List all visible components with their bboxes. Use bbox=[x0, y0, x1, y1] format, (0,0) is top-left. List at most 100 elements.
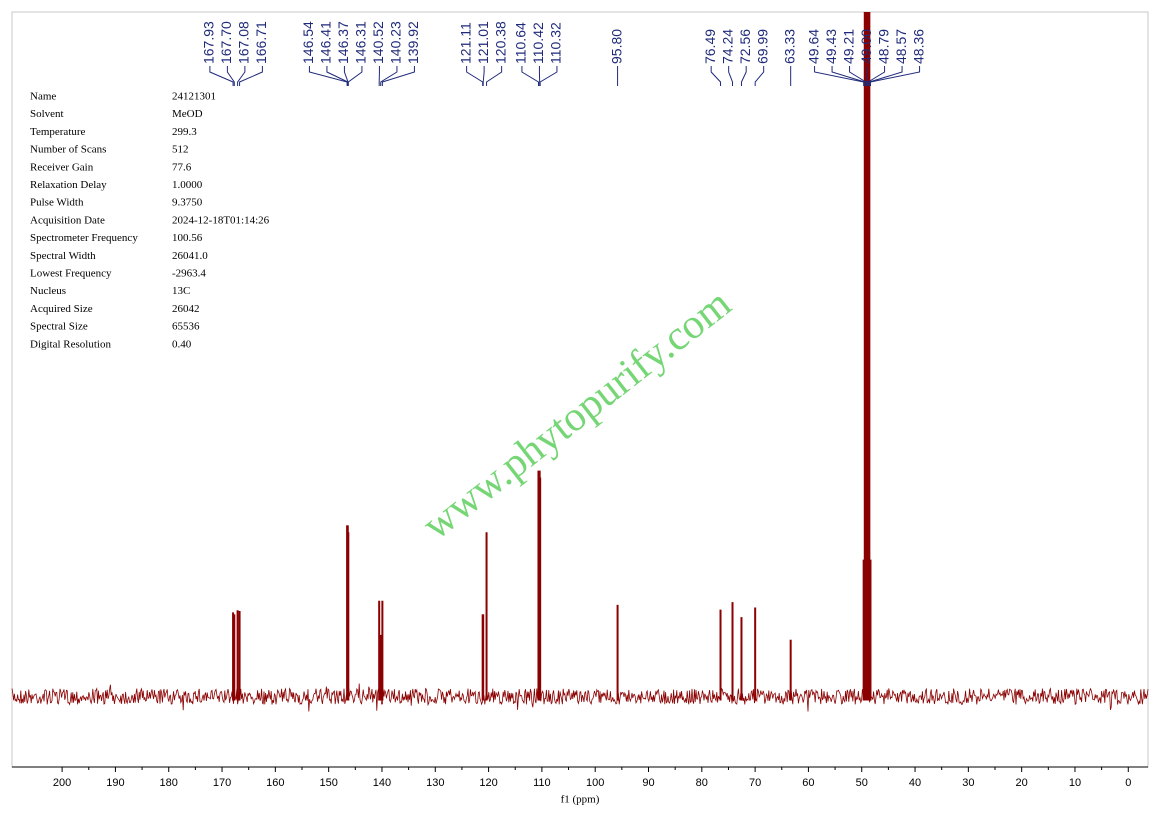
x-tick-label: 10 bbox=[1069, 777, 1081, 789]
parameter-name: Receiver Gain bbox=[30, 161, 94, 173]
label-leader bbox=[381, 66, 415, 86]
peak-label: 110.42 bbox=[530, 22, 546, 64]
peak-label: 95.80 bbox=[608, 29, 624, 64]
x-tick-label: 160 bbox=[266, 777, 284, 789]
parameter-value: 2024-12-18T01:14:26 bbox=[172, 214, 270, 226]
label-leader bbox=[486, 66, 503, 86]
x-tick-label: 50 bbox=[856, 777, 868, 789]
label-leader bbox=[728, 66, 734, 86]
x-tick-label: 140 bbox=[373, 777, 391, 789]
x-tick-label: 130 bbox=[426, 777, 444, 789]
x-tick-label: 0 bbox=[1125, 777, 1131, 789]
peak-label: 167.08 bbox=[236, 21, 252, 64]
x-tick-label: 40 bbox=[909, 777, 921, 789]
peak-label: 69.99 bbox=[754, 29, 770, 64]
parameter-value: 100.56 bbox=[172, 232, 203, 244]
peak-label: 72.56 bbox=[737, 29, 753, 64]
parameter-name: Acquisition Date bbox=[30, 214, 105, 226]
peak-label: 121.01 bbox=[475, 21, 491, 64]
label-leader bbox=[237, 66, 246, 86]
label-leader bbox=[849, 66, 867, 86]
label-leader bbox=[814, 66, 865, 86]
peak-label: 139.92 bbox=[405, 21, 421, 64]
label-leader bbox=[466, 66, 484, 86]
parameter-value: 1.0000 bbox=[172, 179, 203, 191]
x-tick-label: 120 bbox=[479, 777, 497, 789]
x-tick-label: 200 bbox=[53, 777, 71, 789]
parameter-name: Spectral Width bbox=[30, 250, 96, 262]
peak-label: 146.41 bbox=[318, 21, 334, 64]
label-leader bbox=[539, 66, 558, 86]
parameter-value: 512 bbox=[172, 144, 189, 156]
x-tick-label: 170 bbox=[213, 777, 231, 789]
label-leader bbox=[754, 66, 765, 86]
parameter-value: 0.40 bbox=[172, 338, 192, 350]
peak-label: 140.23 bbox=[388, 21, 404, 64]
label-leader bbox=[521, 66, 539, 86]
parameter-value: -2963.4 bbox=[172, 268, 206, 280]
peak-label: 121.11 bbox=[457, 22, 473, 64]
x-tick-label: 30 bbox=[962, 777, 974, 789]
label-leader bbox=[226, 66, 235, 86]
x-tick-label: 20 bbox=[1016, 777, 1028, 789]
peak-label: 76.49 bbox=[702, 29, 718, 64]
parameter-name: Digital Resolution bbox=[30, 338, 111, 350]
parameter-value: 299.3 bbox=[172, 126, 197, 138]
parameter-value: 26041.0 bbox=[172, 250, 208, 262]
parameter-name: Relaxation Delay bbox=[30, 179, 107, 191]
peak-label: 48.79 bbox=[875, 29, 891, 64]
parameter-value: 26042 bbox=[172, 303, 200, 315]
x-tick-label: 190 bbox=[106, 777, 124, 789]
peak-label: 63.33 bbox=[781, 29, 797, 64]
label-leader bbox=[239, 66, 263, 86]
x-tick-label: 80 bbox=[696, 777, 708, 789]
peak-label: 166.71 bbox=[253, 21, 269, 64]
parameter-name: Temperature bbox=[30, 126, 86, 138]
watermark: www.phytopurify.com bbox=[414, 280, 740, 549]
x-axis-label: f1 (ppm) bbox=[561, 794, 600, 806]
peak-label: 49.64 bbox=[805, 29, 821, 64]
parameter-value: MeOD bbox=[172, 108, 203, 120]
parameter-value: 13C bbox=[172, 285, 190, 297]
x-tick-label: 60 bbox=[802, 777, 814, 789]
parameter-name: Name bbox=[30, 91, 56, 103]
label-leader bbox=[308, 66, 348, 86]
parameter-name: Number of Scans bbox=[30, 144, 106, 156]
peak-label: 167.70 bbox=[218, 21, 234, 64]
peak-label: 48.36 bbox=[910, 29, 926, 64]
peak-label: 120.38 bbox=[492, 21, 508, 64]
label-leader bbox=[209, 66, 234, 86]
x-tick-label: 110 bbox=[533, 777, 551, 789]
x-tick-label: 70 bbox=[749, 777, 761, 789]
parameter-name: Pulse Width bbox=[30, 197, 84, 209]
label-leader bbox=[831, 66, 866, 86]
label-leader bbox=[868, 66, 903, 86]
peak-label: 49.00 bbox=[858, 29, 874, 64]
peak-label: 140.52 bbox=[370, 21, 386, 64]
x-tick-label: 150 bbox=[319, 777, 337, 789]
peak-label: 110.32 bbox=[548, 22, 564, 64]
parameter-value: 9.3750 bbox=[172, 197, 203, 209]
peak-label: 110.64 bbox=[513, 22, 529, 64]
label-leader bbox=[869, 66, 921, 86]
peak-label: 146.54 bbox=[300, 21, 316, 64]
peak-label: 49.43 bbox=[823, 29, 839, 64]
label-leader bbox=[347, 66, 363, 86]
peak-label: 146.31 bbox=[353, 21, 369, 64]
parameter-name: Acquired Size bbox=[30, 303, 93, 315]
parameter-value: 24121301 bbox=[172, 91, 216, 103]
peak-label: 49.21 bbox=[840, 29, 856, 64]
label-leader bbox=[740, 66, 747, 86]
peak-label: 167.93 bbox=[201, 21, 217, 64]
label-leader bbox=[482, 66, 485, 86]
label-leader bbox=[710, 66, 722, 86]
parameter-name: Spectrometer Frequency bbox=[30, 232, 138, 244]
parameter-name: Spectral Size bbox=[30, 321, 88, 333]
peak-label: 74.24 bbox=[719, 29, 735, 64]
parameter-value: 65536 bbox=[172, 321, 200, 333]
parameter-value: 77.6 bbox=[172, 161, 192, 173]
peak-label: 146.37 bbox=[335, 21, 351, 64]
parameter-name: Solvent bbox=[30, 108, 64, 120]
baseline-noise bbox=[11, 683, 1149, 712]
